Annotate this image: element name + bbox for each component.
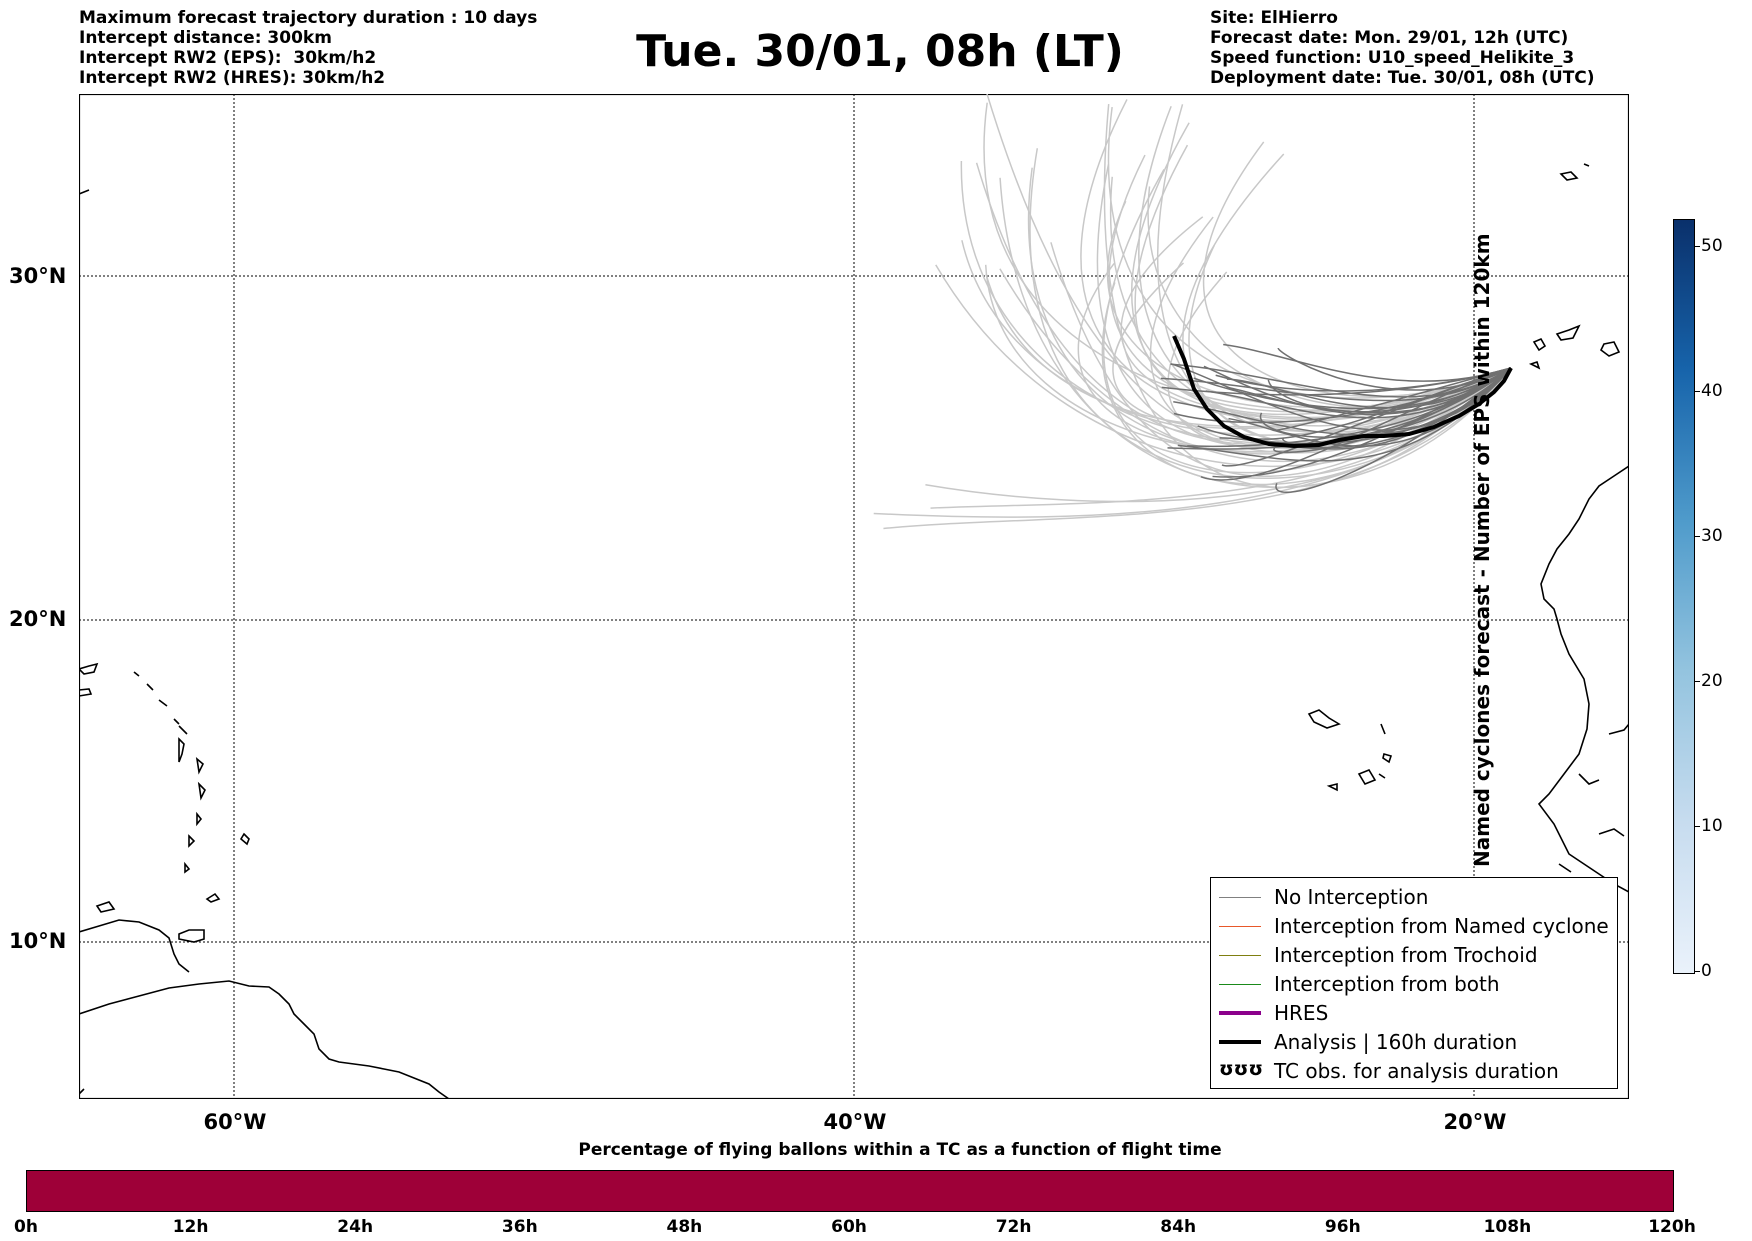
lat-label-10n: 10°N (9, 929, 67, 953)
colorbar-vertical (1673, 219, 1695, 974)
header-left-line: Maximum forecast trajectory duration : 1… (79, 8, 538, 28)
coastline-canary-islands (1528, 324, 1621, 370)
legend-label: No Interception (1274, 885, 1429, 909)
header-left-line: Intercept RW2 (EPS): 30km/h2 (79, 48, 377, 68)
coastline-west-africa (1537, 465, 1629, 893)
eps-trajectory (1096, 164, 1512, 449)
flight-time-tick-label: 0h (14, 1217, 38, 1237)
page-title: Tue. 30/01, 08h (LT) (636, 26, 1124, 77)
header-left-line: Intercept RW2 (HRES): 30km/h2 (79, 68, 386, 88)
eps-trajectory (1212, 367, 1512, 478)
legend-item-both: Interception from both (1211, 970, 1617, 999)
legend-item-tc-obs: ʊʊʊ TC obs. for analysis duration (1211, 1057, 1617, 1086)
coastline-venezuela-coast (79, 919, 190, 973)
legend-item-no-interception: No Interception (1211, 883, 1617, 912)
eps-trajectory (1187, 367, 1512, 448)
legend-label: Interception from Trochoid (1274, 943, 1538, 967)
colorbar-tick-label: 40 (1701, 381, 1723, 401)
coastline-west-africa-inlets (1558, 723, 1629, 873)
colorbar-vertical-label: Named cyclones forecast - Number of EPS … (1470, 233, 1494, 867)
coastline-cuba-edge (79, 189, 90, 1095)
flight-time-bar (26, 1170, 1674, 1212)
flight-time-tick-label: 96h (1324, 1217, 1361, 1237)
analysis-trajectory (1172, 335, 1513, 449)
colorbar-tick-label: 20 (1701, 671, 1723, 691)
legend-label: HRES (1274, 1001, 1329, 1025)
flight-time-tick-label: 12h (172, 1217, 209, 1237)
eps-trajectory (1203, 365, 1512, 416)
header-right-line: Site: ElHierro (1210, 8, 1338, 28)
eps-trajectory (1170, 363, 1512, 398)
legend-swatch (1219, 984, 1261, 985)
coastline-cape-verde (1307, 709, 1393, 792)
coastline-lesser-antilles (178, 737, 206, 874)
flight-time-tick-label: 60h (831, 1217, 867, 1237)
flight-time-tick-label: 84h (1160, 1217, 1197, 1237)
header-right-line: Deployment date: Tue. 30/01, 08h (UTC) (1210, 68, 1595, 88)
lat-label-20n: 20°N (9, 607, 67, 631)
colorbar-tick-label: 0 (1701, 961, 1712, 981)
colorbar-tick-mark (1694, 826, 1700, 827)
colorbar-tick-mark (1694, 391, 1700, 392)
flight-time-tick-label: 120h (1648, 1217, 1696, 1237)
colorbar-tick-mark (1694, 246, 1700, 247)
eps-trajectory (1240, 367, 1512, 441)
header-right-line: Speed function: U10_speed_Helikite_3 (1210, 48, 1575, 68)
eps-trajectory (883, 367, 1512, 530)
lon-label-20w: 20°W (1443, 1110, 1507, 1134)
header-right: Site: ElHierro Forecast date: Mon. 29/01… (1210, 8, 1595, 88)
eps-trajectory (1272, 367, 1512, 432)
header-left: Maximum forecast trajectory duration : 1… (79, 8, 537, 88)
colorbar-tick-label: 50 (1701, 236, 1723, 256)
legend-label: Analysis | 160h duration (1274, 1030, 1518, 1054)
flight-time-tick-label: 108h (1483, 1217, 1532, 1237)
eps-trajectory (1267, 367, 1512, 413)
eps-trajectory (1170, 363, 1512, 431)
colorbar-tick-mark (1694, 971, 1700, 972)
legend-label: Interception from both (1274, 972, 1500, 996)
legend-swatch (1219, 1040, 1261, 1044)
eps-trajectory (1259, 367, 1512, 438)
header-left-line: Intercept distance: 300km (79, 28, 332, 48)
colorbar-tick-mark (1694, 681, 1700, 682)
legend-swatch (1219, 897, 1261, 898)
legend-swatch (1219, 926, 1261, 927)
eps-trajectory (1282, 367, 1512, 449)
colorbar-tick-label: 30 (1701, 526, 1723, 546)
flight-time-tick-label: 48h (666, 1217, 703, 1237)
eps-trajectory (1173, 367, 1512, 436)
coastline-trinidad (178, 929, 205, 943)
coastline-madeira (1559, 163, 1590, 181)
coastline-antilles-north (79, 662, 188, 735)
legend: No Interception Interception from Named … (1210, 877, 1618, 1089)
tc-symbol-icon: ʊʊʊ (1219, 1058, 1264, 1080)
eps-trajectory (1203, 141, 1512, 397)
eps-trajectory (1173, 367, 1512, 424)
coastline-south-america (79, 980, 450, 1099)
legend-item-analysis: Analysis | 160h duration (1211, 1028, 1617, 1057)
legend-label: Interception from Named cyclone (1274, 914, 1609, 938)
legend-item-named-cyclone: Interception from Named cyclone (1211, 912, 1617, 941)
header-right-line: Forecast date: Mon. 29/01, 12h (UTC) (1210, 28, 1569, 48)
coastline-small-islands-east (95, 832, 250, 913)
eps-trajectory (1131, 122, 1512, 420)
legend-swatch (1219, 1011, 1261, 1015)
lon-label-40w: 40°W (823, 1110, 887, 1134)
colorbar-tick-label: 10 (1701, 816, 1723, 836)
legend-label: TC obs. for analysis duration (1274, 1059, 1559, 1083)
coastlines (79, 163, 1629, 1099)
eps-trajectory (1108, 154, 1512, 413)
legend-item-hres: HRES (1211, 999, 1617, 1028)
eps-trajectory (1161, 367, 1512, 396)
colorbar-tick-mark (1694, 536, 1700, 537)
lat-label-30n: 30°N (9, 264, 67, 288)
flight-time-bar-label: Percentage of flying ballons within a TC… (578, 1140, 1222, 1160)
legend-item-trochoid: Interception from Trochoid (1211, 941, 1617, 970)
legend-swatch (1219, 955, 1261, 956)
flight-time-tick-label: 72h (995, 1217, 1032, 1237)
lon-label-60w: 60°W (203, 1110, 267, 1134)
flight-time-tick-label: 36h (501, 1217, 538, 1237)
flight-time-tick-label: 24h (337, 1217, 374, 1237)
